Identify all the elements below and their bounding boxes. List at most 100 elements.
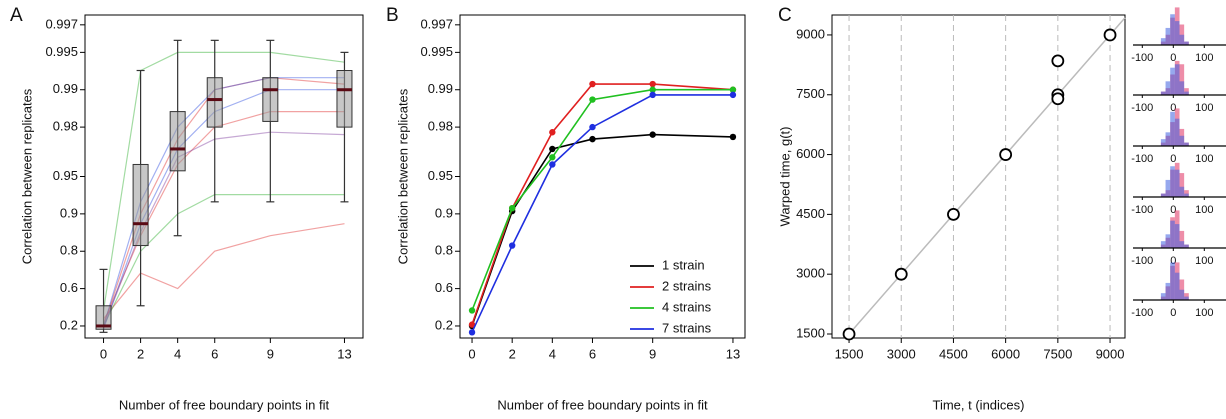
x-tick-label: -100	[1131, 102, 1153, 114]
point	[842, 327, 856, 341]
point	[589, 123, 596, 131]
x-tick-label: 2	[509, 346, 516, 361]
y-tick-label: 0.995	[45, 44, 78, 59]
point	[649, 131, 656, 138]
hist-bar	[1165, 27, 1171, 45]
y-tick-label: 3000	[796, 266, 825, 281]
point	[729, 133, 737, 141]
y-tick-label: 0.2	[60, 317, 78, 332]
x-tick-label: 100	[1195, 52, 1213, 64]
y-tick-label: 7500	[796, 86, 825, 101]
panel-label: B	[386, 5, 399, 26]
x-tick-label: 9	[267, 346, 274, 361]
hist-bar	[1174, 224, 1180, 248]
y-tick-label: 6000	[796, 146, 825, 161]
x-tick-label: -100	[1131, 255, 1153, 267]
y-tick-label: 0.9	[60, 205, 78, 220]
hist-bar	[1184, 193, 1189, 197]
y-axis-title: Correlation between replicates	[19, 88, 34, 264]
hist-bar	[1160, 293, 1166, 300]
point	[649, 80, 656, 88]
x-axis-title: Time, t (indices)	[933, 397, 1025, 412]
y-tick-label: 0.995	[420, 44, 453, 59]
hist-bar	[1174, 272, 1180, 300]
y-tick-label: 0.997	[420, 16, 453, 31]
point	[894, 267, 908, 281]
x-tick-label: 6	[211, 346, 218, 361]
x-tick-label: -100	[1131, 307, 1153, 319]
x-axis-title: Number of free boundary points in fit	[119, 397, 330, 412]
hist-bar	[1179, 135, 1185, 146]
y-tick-label: 0.8	[435, 243, 453, 258]
series-line	[471, 94, 733, 333]
legend-label: 2 strains	[662, 278, 712, 293]
x-tick-label: 0	[1170, 52, 1176, 64]
hist-bar	[1165, 81, 1171, 95]
point	[999, 148, 1013, 161]
hist-bar	[1160, 139, 1166, 146]
box	[169, 111, 186, 172]
x-tick-label: 4	[174, 346, 181, 361]
x-tick-label: 0	[468, 346, 475, 361]
box	[95, 305, 112, 330]
x-tick-label: 1500	[835, 346, 864, 361]
series-line	[471, 88, 733, 311]
x-tick-label: 0	[100, 346, 107, 361]
hist-bar	[1184, 91, 1189, 95]
x-tick-label: 100	[1195, 102, 1213, 114]
y-tick-label: 9000	[796, 26, 825, 41]
y-tick-label: 0.98	[53, 119, 78, 134]
y-tick-label: 0.99	[53, 81, 78, 96]
y-axis-title: Correlation between replicates	[395, 88, 410, 264]
x-tick-label: 100	[1195, 204, 1213, 216]
plot-frame	[831, 14, 1126, 339]
x-tick-label: 2	[137, 346, 144, 361]
x-tick-label: 4500	[939, 346, 968, 361]
hist-bar	[1160, 91, 1166, 95]
x-tick-label: 6000	[991, 346, 1020, 361]
y-tick-label: 0.99	[428, 81, 453, 96]
hist-bar	[1170, 14, 1175, 45]
point	[549, 161, 556, 168]
x-tick-label: 0	[1170, 102, 1176, 114]
x-tick-label: 13	[337, 346, 351, 361]
hist-bar	[1160, 193, 1166, 197]
hist-bar	[1184, 293, 1189, 300]
y-tick-label: 0.95	[428, 168, 453, 183]
point	[589, 135, 596, 143]
hist-bar	[1170, 220, 1175, 248]
hist-bar	[1170, 111, 1175, 146]
legend-label: 4 strains	[662, 299, 712, 314]
hist-bar	[1165, 132, 1171, 146]
box	[132, 163, 149, 247]
y-tick-label: 0.9	[435, 205, 453, 220]
y-tick-label: 0.2	[435, 317, 453, 332]
box	[336, 70, 353, 128]
hist-bar	[1179, 81, 1185, 95]
box	[206, 77, 223, 128]
point	[589, 96, 596, 103]
series-line	[102, 111, 345, 323]
hist-bar	[1184, 244, 1189, 248]
x-tick-label: 0	[1170, 204, 1176, 216]
series-line	[103, 223, 345, 320]
y-tick-label: 0.95	[53, 168, 78, 183]
y-axis-title: Warped time, g(t)	[777, 127, 792, 227]
point	[1051, 54, 1065, 68]
legend-label: 7 strains	[662, 320, 712, 335]
panel-label: A	[10, 5, 23, 26]
x-tick-label: 9000	[1096, 346, 1125, 361]
x-tick-label: 3000	[887, 346, 916, 361]
point	[729, 91, 737, 99]
hist-bar	[1179, 241, 1185, 248]
point	[649, 86, 656, 93]
point	[468, 307, 476, 314]
series-line	[102, 131, 345, 328]
series-line	[102, 194, 345, 327]
x-tick-label: 7500	[1043, 346, 1072, 361]
box	[262, 77, 279, 122]
series-line	[102, 51, 345, 311]
hist-bar	[1170, 166, 1175, 197]
x-tick-label: 0	[1170, 255, 1176, 267]
